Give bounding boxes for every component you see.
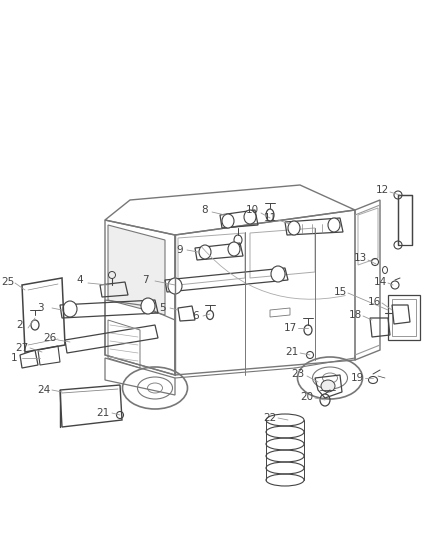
Ellipse shape <box>168 278 182 294</box>
Text: 11: 11 <box>263 213 277 223</box>
Text: 23: 23 <box>291 369 304 379</box>
Ellipse shape <box>228 242 240 256</box>
Text: 15: 15 <box>333 287 346 297</box>
Text: 2: 2 <box>17 320 23 330</box>
Ellipse shape <box>244 210 256 224</box>
Text: 14: 14 <box>373 277 387 287</box>
Text: 10: 10 <box>245 205 258 215</box>
Ellipse shape <box>63 301 77 317</box>
Ellipse shape <box>321 380 335 392</box>
Text: 24: 24 <box>37 385 51 395</box>
Text: 1: 1 <box>11 353 18 363</box>
Text: 12: 12 <box>375 185 389 195</box>
Text: 18: 18 <box>348 310 362 320</box>
Ellipse shape <box>199 245 211 259</box>
Ellipse shape <box>141 298 155 314</box>
Text: 22: 22 <box>263 413 277 423</box>
Text: 20: 20 <box>300 392 314 402</box>
Text: 9: 9 <box>177 245 184 255</box>
Ellipse shape <box>288 221 300 235</box>
Text: 6: 6 <box>193 311 199 321</box>
Ellipse shape <box>222 214 234 228</box>
Ellipse shape <box>328 218 340 232</box>
Text: 26: 26 <box>43 333 57 343</box>
Text: 8: 8 <box>201 205 208 215</box>
Text: 3: 3 <box>37 303 43 313</box>
Text: 27: 27 <box>15 343 28 353</box>
Text: 13: 13 <box>353 253 367 263</box>
Text: 19: 19 <box>350 373 364 383</box>
Text: 17: 17 <box>283 323 297 333</box>
Text: 25: 25 <box>1 277 14 287</box>
Text: 21: 21 <box>286 347 299 357</box>
Text: 21: 21 <box>96 408 110 418</box>
Text: 5: 5 <box>159 303 165 313</box>
FancyArrowPatch shape <box>202 247 345 299</box>
Text: 16: 16 <box>367 297 381 307</box>
Text: 7: 7 <box>141 275 148 285</box>
Text: 4: 4 <box>77 275 83 285</box>
Polygon shape <box>108 225 165 315</box>
Ellipse shape <box>271 266 285 282</box>
